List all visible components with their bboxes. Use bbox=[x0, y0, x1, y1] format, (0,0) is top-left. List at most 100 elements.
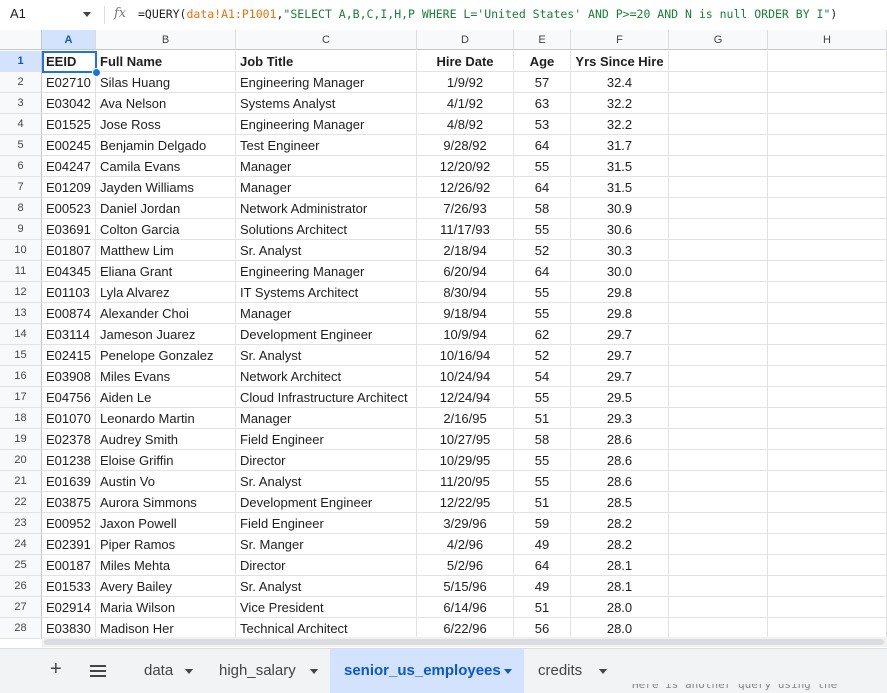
empty-cell[interactable] bbox=[768, 513, 887, 534]
table-cell[interactable]: Sr. Analyst bbox=[236, 240, 417, 261]
sheet-tab-senior-us-employees[interactable]: senior_us_employees bbox=[330, 649, 524, 693]
row-header[interactable]: 23 bbox=[0, 513, 42, 534]
table-cell[interactable]: E00187 bbox=[42, 555, 96, 576]
table-cell[interactable]: 52 bbox=[514, 345, 571, 366]
table-cell[interactable]: Benjamin Delgado bbox=[96, 135, 236, 156]
column-header-e[interactable]: E bbox=[514, 30, 571, 50]
empty-cell[interactable] bbox=[768, 324, 887, 345]
table-cell[interactable]: Piper Ramos bbox=[96, 534, 236, 555]
table-cell[interactable]: 32.2 bbox=[571, 93, 669, 114]
table-cell[interactable]: 10/27/95 bbox=[417, 429, 514, 450]
table-cell[interactable]: 64 bbox=[514, 135, 571, 156]
table-cell[interactable]: 11/17/93 bbox=[417, 219, 514, 240]
table-cell[interactable]: Miles Mehta bbox=[96, 555, 236, 576]
table-cell[interactable]: Sr. Analyst bbox=[236, 576, 417, 597]
empty-cell[interactable] bbox=[768, 93, 887, 114]
empty-cell[interactable] bbox=[669, 93, 768, 114]
empty-cell[interactable] bbox=[669, 135, 768, 156]
table-cell[interactable]: Test Engineer bbox=[236, 135, 417, 156]
table-cell[interactable]: 6/22/96 bbox=[417, 618, 514, 639]
table-cell[interactable]: Jaxon Powell bbox=[96, 513, 236, 534]
header-cell[interactable]: Yrs Since Hire bbox=[571, 51, 669, 72]
table-cell[interactable]: 55 bbox=[514, 219, 571, 240]
table-cell[interactable]: 28.0 bbox=[571, 618, 669, 639]
row-header[interactable]: 15 bbox=[0, 345, 42, 366]
table-cell[interactable]: Avery Bailey bbox=[96, 576, 236, 597]
table-cell[interactable]: 55 bbox=[514, 471, 571, 492]
table-cell[interactable]: Sr. Analyst bbox=[236, 345, 417, 366]
table-cell[interactable]: 29.5 bbox=[571, 387, 669, 408]
table-cell[interactable]: Ava Nelson bbox=[96, 93, 236, 114]
table-cell[interactable]: Penelope Gonzalez bbox=[96, 345, 236, 366]
table-cell[interactable]: 12/20/92 bbox=[417, 156, 514, 177]
table-cell[interactable]: E04345 bbox=[42, 261, 96, 282]
table-cell[interactable]: E04247 bbox=[42, 156, 96, 177]
table-cell[interactable]: Miles Evans bbox=[96, 366, 236, 387]
table-cell[interactable]: 58 bbox=[514, 429, 571, 450]
table-cell[interactable]: Cloud Infrastructure Architect bbox=[236, 387, 417, 408]
empty-cell[interactable] bbox=[768, 177, 887, 198]
table-cell[interactable]: 28.1 bbox=[571, 555, 669, 576]
table-cell[interactable]: 9/18/94 bbox=[417, 303, 514, 324]
empty-cell[interactable] bbox=[669, 156, 768, 177]
all-sheets-menu-icon[interactable] bbox=[90, 665, 106, 677]
empty-cell[interactable] bbox=[768, 240, 887, 261]
table-cell[interactable]: Manager bbox=[236, 156, 417, 177]
table-cell[interactable]: 4/1/92 bbox=[417, 93, 514, 114]
table-cell[interactable]: Development Engineer bbox=[236, 324, 417, 345]
table-cell[interactable]: Engineering Manager bbox=[236, 72, 417, 93]
table-cell[interactable]: 55 bbox=[514, 387, 571, 408]
header-cell[interactable]: Full Name bbox=[96, 51, 236, 72]
empty-cell[interactable] bbox=[768, 387, 887, 408]
row-header[interactable]: 2 bbox=[0, 72, 42, 93]
table-cell[interactable]: Audrey Smith bbox=[96, 429, 236, 450]
table-cell[interactable]: 64 bbox=[514, 177, 571, 198]
table-cell[interactable]: Jayden Williams bbox=[96, 177, 236, 198]
table-cell[interactable]: 12/24/94 bbox=[417, 387, 514, 408]
table-cell[interactable]: 52 bbox=[514, 240, 571, 261]
row-header[interactable]: 8 bbox=[0, 198, 42, 219]
empty-cell[interactable] bbox=[669, 177, 768, 198]
table-cell[interactable]: 12/22/95 bbox=[417, 492, 514, 513]
table-cell[interactable]: 12/26/92 bbox=[417, 177, 514, 198]
table-cell[interactable]: 62 bbox=[514, 324, 571, 345]
empty-cell[interactable] bbox=[669, 282, 768, 303]
table-cell[interactable]: Maria Wilson bbox=[96, 597, 236, 618]
table-cell[interactable]: E01238 bbox=[42, 450, 96, 471]
table-cell[interactable]: 59 bbox=[514, 513, 571, 534]
empty-cell[interactable] bbox=[768, 555, 887, 576]
header-cell[interactable]: Age bbox=[514, 51, 571, 72]
row-header[interactable]: 9 bbox=[0, 219, 42, 240]
table-cell[interactable]: Director bbox=[236, 450, 417, 471]
table-cell[interactable]: Eliana Grant bbox=[96, 261, 236, 282]
table-cell[interactable]: 55 bbox=[514, 303, 571, 324]
row-header[interactable]: 11 bbox=[0, 261, 42, 282]
table-cell[interactable]: E02391 bbox=[42, 534, 96, 555]
table-cell[interactable]: E03042 bbox=[42, 93, 96, 114]
table-cell[interactable]: Camila Evans bbox=[96, 156, 236, 177]
table-cell[interactable]: Manager bbox=[236, 303, 417, 324]
chevron-down-icon[interactable] bbox=[83, 12, 91, 17]
table-cell[interactable]: 10/29/95 bbox=[417, 450, 514, 471]
empty-cell[interactable] bbox=[768, 618, 887, 639]
table-cell[interactable]: 6/14/96 bbox=[417, 597, 514, 618]
table-cell[interactable]: 30.9 bbox=[571, 198, 669, 219]
column-header-h[interactable]: H bbox=[768, 30, 887, 50]
formula-input[interactable]: =QUERY(data!A1:P1001,"SELECT A,B,C,I,H,P… bbox=[138, 7, 837, 21]
header-cell[interactable]: Job Title bbox=[236, 51, 417, 72]
chevron-down-icon[interactable] bbox=[599, 669, 607, 674]
table-cell[interactable]: 2/18/94 bbox=[417, 240, 514, 261]
table-cell[interactable]: 54 bbox=[514, 366, 571, 387]
table-cell[interactable]: 55 bbox=[514, 450, 571, 471]
table-cell[interactable]: Silas Huang bbox=[96, 72, 236, 93]
empty-cell[interactable] bbox=[669, 219, 768, 240]
table-cell[interactable]: Field Engineer bbox=[236, 513, 417, 534]
empty-cell[interactable] bbox=[669, 471, 768, 492]
table-cell[interactable]: 9/28/92 bbox=[417, 135, 514, 156]
empty-cell[interactable] bbox=[669, 114, 768, 135]
table-cell[interactable]: E01209 bbox=[42, 177, 96, 198]
empty-cell[interactable] bbox=[768, 303, 887, 324]
column-header-c[interactable]: C bbox=[236, 30, 417, 50]
header-cell[interactable]: EEID bbox=[42, 51, 96, 72]
empty-cell[interactable] bbox=[768, 534, 887, 555]
